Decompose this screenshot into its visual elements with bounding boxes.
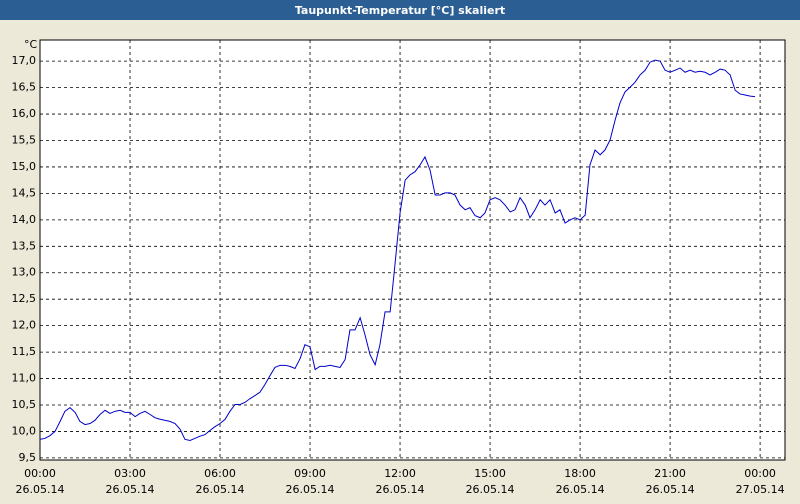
x-tick-date: 26.05.14 <box>286 483 335 496</box>
title-bar <box>0 0 800 20</box>
x-tick-label: 15:00 <box>474 467 506 480</box>
y-tick-label: 15,0 <box>12 160 37 173</box>
x-tick-label: 06:00 <box>204 467 236 480</box>
x-tick-date: 26.05.14 <box>106 483 155 496</box>
x-tick-label: 12:00 <box>384 467 416 480</box>
y-tick-label: 12,5 <box>12 292 37 305</box>
y-tick-label: 12,0 <box>12 319 37 332</box>
y-tick-label: 10,0 <box>12 424 37 437</box>
y-tick-label: 11,0 <box>12 372 37 385</box>
y-tick-label: 9,5 <box>19 451 37 464</box>
y-tick-label: 14,5 <box>12 186 37 199</box>
x-tick-date: 26.05.14 <box>556 483 605 496</box>
y-tick-label: 10,5 <box>12 398 37 411</box>
x-tick-date: 26.05.14 <box>376 483 425 496</box>
x-tick-date: 27.05.14 <box>736 483 785 496</box>
y-tick-label: 11,5 <box>12 345 37 358</box>
x-tick-date: 26.05.14 <box>196 483 245 496</box>
y-tick-label: 13,0 <box>12 266 37 279</box>
x-tick-date: 26.05.14 <box>16 483 65 496</box>
y-tick-label: 15,5 <box>12 134 37 147</box>
x-tick-label: 00:00 <box>744 467 776 480</box>
y-tick-label: 17,0 <box>12 54 37 67</box>
y-tick-label: 16,0 <box>12 107 37 120</box>
x-tick-label: 18:00 <box>564 467 596 480</box>
x-tick-label: 21:00 <box>654 467 686 480</box>
plot-area <box>39 39 786 461</box>
chart-title: Taupunkt-Temperatur [°C] skaliert <box>295 4 505 17</box>
y-tick-label: 14,0 <box>12 213 37 226</box>
x-tick-date: 26.05.14 <box>466 483 515 496</box>
x-tick-date: 26.05.14 <box>646 483 695 496</box>
x-tick-label: 00:00 <box>24 467 56 480</box>
x-tick-label: 09:00 <box>294 467 326 480</box>
line-series <box>39 59 756 441</box>
y-tick-label: 16,5 <box>12 81 37 94</box>
y-axis-label: °C <box>24 38 38 51</box>
y-tick-label: 13,5 <box>12 239 37 252</box>
x-tick-label: 03:00 <box>114 467 146 480</box>
